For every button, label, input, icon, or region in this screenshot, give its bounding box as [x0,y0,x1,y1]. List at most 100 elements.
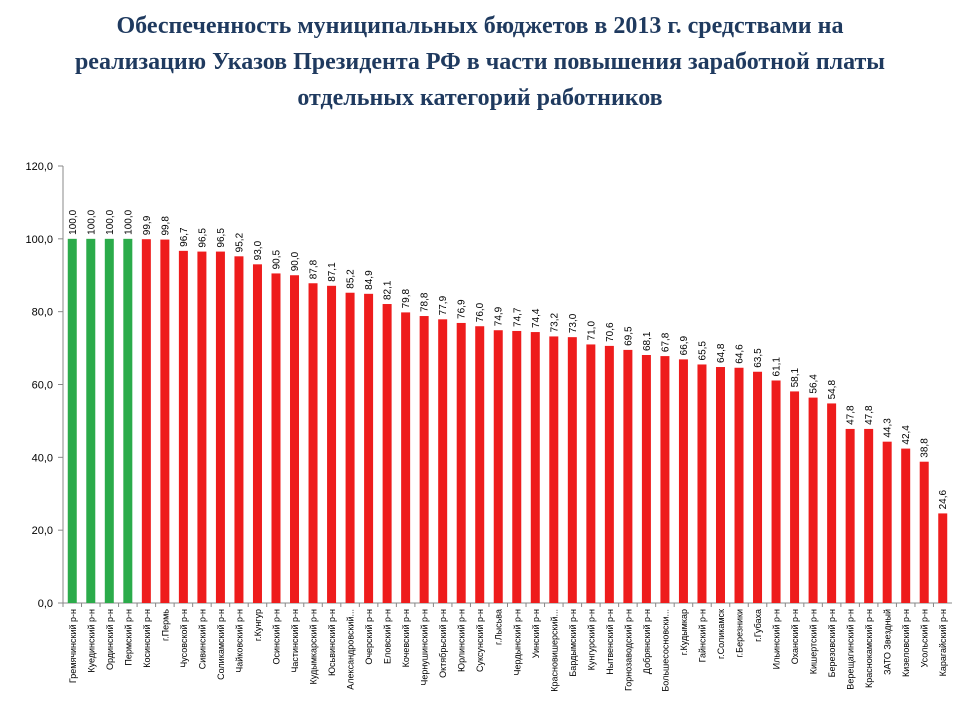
x-tick-label: Куединский р-н [86,609,96,673]
value-label: 65,5 [697,341,708,361]
bar [327,285,337,603]
value-label: 69,5 [623,326,634,346]
x-tick-label: Кунгурский р-н [586,609,596,670]
bar [901,448,911,603]
value-label: 96,5 [197,228,208,248]
bar [641,355,651,603]
x-tick-label: Горнозаводский р-н [623,609,633,691]
y-tick-label: 0,0 [38,598,53,610]
value-label: 71,0 [586,321,597,341]
value-label: 82,1 [383,280,394,300]
bar [197,251,207,603]
value-label: 68,1 [642,331,653,351]
bar [864,428,874,603]
value-label: 87,8 [309,259,320,279]
bar [160,239,170,604]
value-label: 100,0 [105,209,116,234]
value-label: 47,8 [864,405,875,425]
x-tick-label: Добрянский р-н [642,609,652,674]
value-label: 74,7 [512,307,523,327]
x-tick-label: Сивинский р-н [197,609,207,669]
value-label: 76,9 [457,299,468,319]
value-label: 99,9 [142,215,153,235]
value-label: 78,8 [420,292,431,312]
bar [364,293,374,603]
x-tick-label: Чернушинский р-н [420,609,430,686]
value-label: 67,8 [660,332,671,352]
bar [123,238,133,604]
value-label: 64,6 [735,344,746,364]
bar [660,356,670,603]
bar [438,319,448,603]
value-label: 24,6 [938,490,949,510]
bar [790,391,800,603]
x-tick-label: Чусовской р-н [179,609,189,668]
value-label: 63,5 [753,348,764,368]
value-label: 96,5 [216,228,227,248]
value-label: 90,5 [271,250,282,270]
bar [882,441,892,603]
value-label: 90,0 [290,251,301,271]
x-tick-label: г.Березники [735,609,745,658]
bar [141,239,151,603]
bar [345,292,355,603]
bar [234,256,244,603]
y-tick-label: 20,0 [32,525,53,537]
x-tick-label: Ординский р-н [105,609,115,670]
bar [530,332,540,603]
y-tick-label: 100,0 [25,234,53,246]
x-tick-label: Верещагинский р-н [846,609,856,690]
value-label: 58,1 [790,368,801,388]
x-tick-label: Пермский р-н [123,609,133,666]
value-label: 54,8 [827,380,838,400]
value-label: 44,3 [883,418,894,438]
value-label: 42,4 [901,425,912,445]
value-label: 47,8 [846,405,857,425]
bar [271,273,281,603]
bar [290,275,300,603]
value-label: 99,8 [160,216,171,236]
value-label: 64,8 [716,343,727,363]
x-tick-label: Оханский р-н [790,609,800,664]
value-label: 73,0 [568,313,579,333]
value-label: 100,0 [123,209,134,234]
x-tick-label: г.Кунгур [253,609,263,641]
bar [382,304,392,603]
x-tick-label: Красновишерский... [549,609,559,692]
x-tick-label: Частинский р-н [290,609,300,673]
bar [493,330,503,603]
x-tick-label: г.Губаха [753,609,763,642]
x-tick-label: Соликамский р-н [216,609,226,680]
x-tick-label: Чердынский р-н [512,609,522,675]
bar [401,312,411,603]
value-label: 66,9 [679,335,690,355]
x-tick-label: Ильинский р-н [772,609,782,669]
x-tick-label: Косинский р-н [142,609,152,668]
value-label: 79,8 [401,288,412,308]
x-tick-label: Усольский р-н [920,609,930,667]
x-tick-label: Большесосновски... [660,609,670,692]
value-label: 85,2 [346,269,357,289]
x-tick-label: Юрлинский р-н [457,609,467,672]
value-label: 70,6 [605,322,616,342]
x-tick-label: Кудымкарский р-н [309,609,319,684]
x-tick-label: Кочевский р-н [401,609,411,667]
x-tick-label: Осинский р-н [271,609,281,664]
bar [549,336,559,603]
x-tick-label: г.Соликамск [716,609,726,659]
bar [586,344,596,603]
value-label: 95,2 [234,232,245,252]
value-label: 84,9 [364,270,375,290]
value-label: 93,0 [253,240,264,260]
x-tick-label: Еловский р-н [383,609,393,664]
bar [215,251,225,603]
value-label: 74,9 [494,306,505,326]
value-label: 96,7 [179,227,190,247]
x-tick-label: Гайнский р-н [697,609,707,662]
bar [567,337,577,603]
value-label: 61,1 [772,357,783,377]
x-tick-label: Березовский р-н [827,609,837,677]
bar [475,326,485,603]
